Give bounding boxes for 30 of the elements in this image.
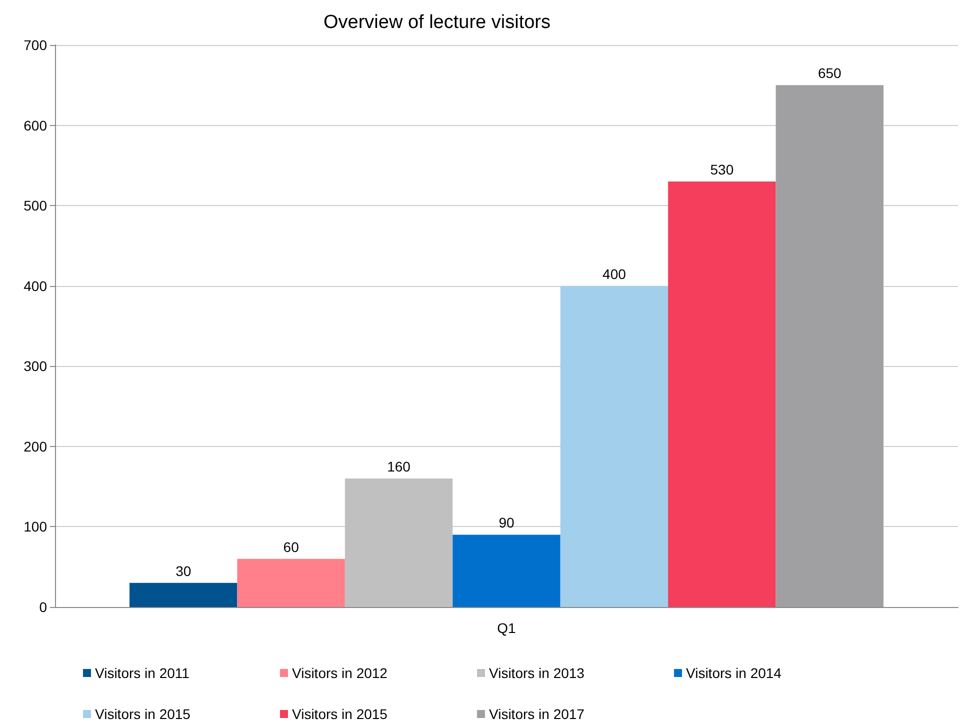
chart-title: Overview of lecture visitors (323, 12, 551, 33)
bar (237, 558, 345, 607)
y-tick-label: 200 (24, 438, 48, 454)
legend-label: Visitors in 2017 (489, 706, 585, 722)
data-label: 650 (818, 65, 842, 82)
data-label: 160 (387, 458, 411, 475)
legend-label: Visitors in 2012 (292, 665, 388, 681)
bar (560, 286, 668, 607)
legend-label: Visitors in 2015 (292, 706, 388, 722)
legend-label: Visitors in 2011 (95, 665, 190, 681)
data-label: 90 (498, 514, 514, 531)
y-tick-label: 400 (24, 278, 48, 294)
bar (130, 582, 238, 607)
y-tick-label: 500 (24, 198, 48, 214)
legend-label: Visitors in 2015 (95, 706, 191, 722)
y-tick-label: 700 (24, 37, 48, 53)
legend-label: Visitors in 2014 (686, 665, 782, 681)
bar (668, 181, 776, 607)
data-label: 30 (176, 562, 192, 579)
y-tick-label: 0 (39, 599, 48, 615)
x-tick-label: Q1 (497, 620, 516, 636)
data-label: 60 (283, 538, 300, 555)
bar (452, 534, 560, 607)
y-tick-label: 600 (24, 117, 48, 134)
data-label: 530 (710, 161, 734, 178)
data-label: 400 (602, 266, 626, 282)
y-tick-label: 300 (24, 358, 48, 374)
bar (776, 85, 884, 607)
y-tick-label: 100 (24, 518, 48, 535)
legend-label: Visitors in 2013 (489, 665, 585, 681)
